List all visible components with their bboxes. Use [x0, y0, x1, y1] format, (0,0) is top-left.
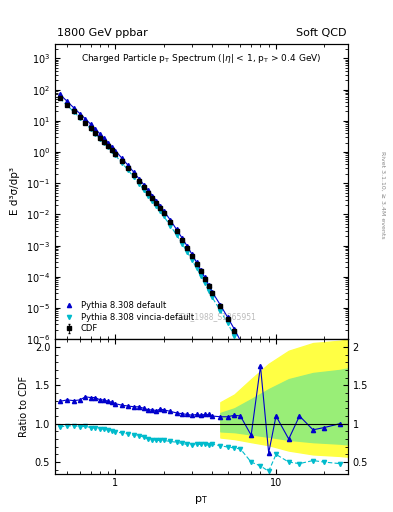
Pythia 8.308 default [113, 147, 118, 154]
Pythia 8.308 default [286, 449, 291, 455]
Pythia 8.308 default [110, 144, 114, 150]
Pythia 8.308 default [141, 182, 146, 188]
Pythia 8.308 vincia-default [126, 167, 130, 174]
Pythia 8.308 vincia-default [102, 140, 107, 146]
Pythia 8.308 default [238, 337, 243, 344]
Pythia 8.308 default [88, 121, 93, 127]
Pythia 8.308 vincia-default [113, 153, 118, 159]
Pythia 8.308 vincia-default [286, 456, 291, 462]
Pythia 8.308 vincia-default [206, 288, 211, 294]
Pythia 8.308 vincia-default [274, 422, 278, 428]
Pythia 8.308 vincia-default [154, 203, 159, 209]
Pythia 8.308 vincia-default [77, 115, 82, 121]
Pythia 8.308 vincia-default [258, 386, 263, 392]
Pythia 8.308 default [198, 267, 203, 273]
Pythia 8.308 default [225, 314, 230, 321]
Pythia 8.308 default [93, 126, 98, 132]
Pythia 8.308 default [174, 226, 179, 232]
Pythia 8.308 default [72, 105, 76, 111]
Pythia 8.308 vincia-default [168, 223, 173, 229]
Pythia 8.308 vincia-default [131, 174, 136, 180]
Pythia 8.308 default [131, 169, 136, 175]
Pythia 8.308 vincia-default [210, 294, 215, 301]
Pythia 8.308 vincia-default [110, 148, 114, 155]
Pythia 8.308 vincia-default [72, 109, 76, 115]
Pythia 8.308 default [274, 414, 278, 420]
Pythia 8.308 vincia-default [202, 280, 207, 286]
Pythia 8.308 default [266, 397, 271, 403]
Text: Rivet 3.1.10, ≥ 3.4M events: Rivet 3.1.10, ≥ 3.4M events [381, 151, 386, 239]
Text: CDF_1988_S1865951: CDF_1988_S1865951 [176, 312, 257, 322]
Pythia 8.308 vincia-default [120, 160, 125, 166]
Pythia 8.308 vincia-default [106, 144, 110, 151]
Pythia 8.308 vincia-default [190, 257, 195, 263]
Pythia 8.308 default [232, 326, 237, 332]
Pythia 8.308 default [297, 469, 302, 475]
Pythia 8.308 default [126, 162, 130, 168]
Pythia 8.308 vincia-default [266, 404, 271, 411]
Legend: Pythia 8.308 default, Pythia 8.308 vincia-default, CDF: Pythia 8.308 default, Pythia 8.308 vinci… [59, 300, 196, 335]
Pythia 8.308 default [180, 235, 184, 241]
Pythia 8.308 vincia-default [137, 181, 141, 187]
Pythia 8.308 default [258, 378, 263, 385]
Pythia 8.308 vincia-default [194, 265, 199, 271]
Pythia 8.308 default [83, 116, 88, 122]
Line: Pythia 8.308 vincia-default: Pythia 8.308 vincia-default [58, 96, 342, 512]
Text: Charged Particle p$_\mathregular{T}$ Spectrum ($|\eta|$ < 1, p$_\mathregular{T}$: Charged Particle p$_\mathregular{T}$ Spe… [81, 52, 321, 66]
Pythia 8.308 default [249, 358, 253, 365]
Pythia 8.308 vincia-default [88, 126, 93, 132]
Pythia 8.308 vincia-default [232, 333, 237, 339]
Pythia 8.308 vincia-default [57, 95, 62, 101]
Pythia 8.308 vincia-default [162, 214, 166, 220]
Pythia 8.308 default [202, 274, 207, 281]
Pythia 8.308 default [310, 500, 315, 506]
Pythia 8.308 vincia-default [141, 186, 146, 193]
Pythia 8.308 default [206, 282, 211, 288]
Pythia 8.308 default [154, 198, 159, 204]
Pythia 8.308 vincia-default [185, 249, 190, 255]
Pythia 8.308 vincia-default [174, 232, 179, 238]
Pythia 8.308 default [146, 187, 151, 194]
Pythia 8.308 vincia-default [249, 366, 253, 372]
Pythia 8.308 default [106, 140, 110, 146]
Pythia 8.308 vincia-default [150, 198, 155, 204]
Pythia 8.308 vincia-default [297, 477, 302, 483]
Pythia 8.308 vincia-default [158, 208, 163, 215]
Pythia 8.308 vincia-default [218, 308, 223, 314]
Line: Pythia 8.308 default: Pythia 8.308 default [58, 92, 342, 512]
Pythia 8.308 vincia-default [97, 136, 102, 142]
Pythia 8.308 vincia-default [225, 321, 230, 327]
Pythia 8.308 default [194, 259, 199, 265]
X-axis label: p$_\mathregular{T}$: p$_\mathregular{T}$ [195, 494, 208, 506]
Pythia 8.308 vincia-default [238, 344, 243, 350]
Pythia 8.308 default [190, 251, 195, 258]
Pythia 8.308 default [218, 302, 223, 308]
Pythia 8.308 default [137, 176, 141, 182]
Pythia 8.308 default [97, 131, 102, 137]
Pythia 8.308 vincia-default [146, 193, 151, 199]
Pythia 8.308 default [210, 289, 215, 295]
Pythia 8.308 default [65, 98, 70, 104]
Pythia 8.308 default [77, 111, 82, 117]
Pythia 8.308 default [57, 91, 62, 97]
Pythia 8.308 vincia-default [83, 120, 88, 126]
Pythia 8.308 default [162, 208, 166, 214]
Pythia 8.308 vincia-default [65, 102, 70, 109]
Text: 1800 GeV ppbar: 1800 GeV ppbar [57, 28, 148, 38]
Pythia 8.308 vincia-default [180, 241, 184, 247]
Y-axis label: E d³σ/dp³: E d³σ/dp³ [10, 167, 20, 216]
Y-axis label: Ratio to CDF: Ratio to CDF [19, 376, 29, 437]
Text: Soft QCD: Soft QCD [296, 28, 347, 38]
Pythia 8.308 vincia-default [93, 131, 98, 137]
Pythia 8.308 default [150, 193, 155, 199]
Pythia 8.308 vincia-default [198, 273, 203, 279]
Pythia 8.308 vincia-default [310, 508, 315, 512]
Pythia 8.308 default [102, 135, 107, 141]
Pythia 8.308 default [185, 243, 190, 249]
Pythia 8.308 default [120, 156, 125, 162]
Pythia 8.308 default [158, 203, 163, 209]
Pythia 8.308 default [168, 217, 173, 223]
